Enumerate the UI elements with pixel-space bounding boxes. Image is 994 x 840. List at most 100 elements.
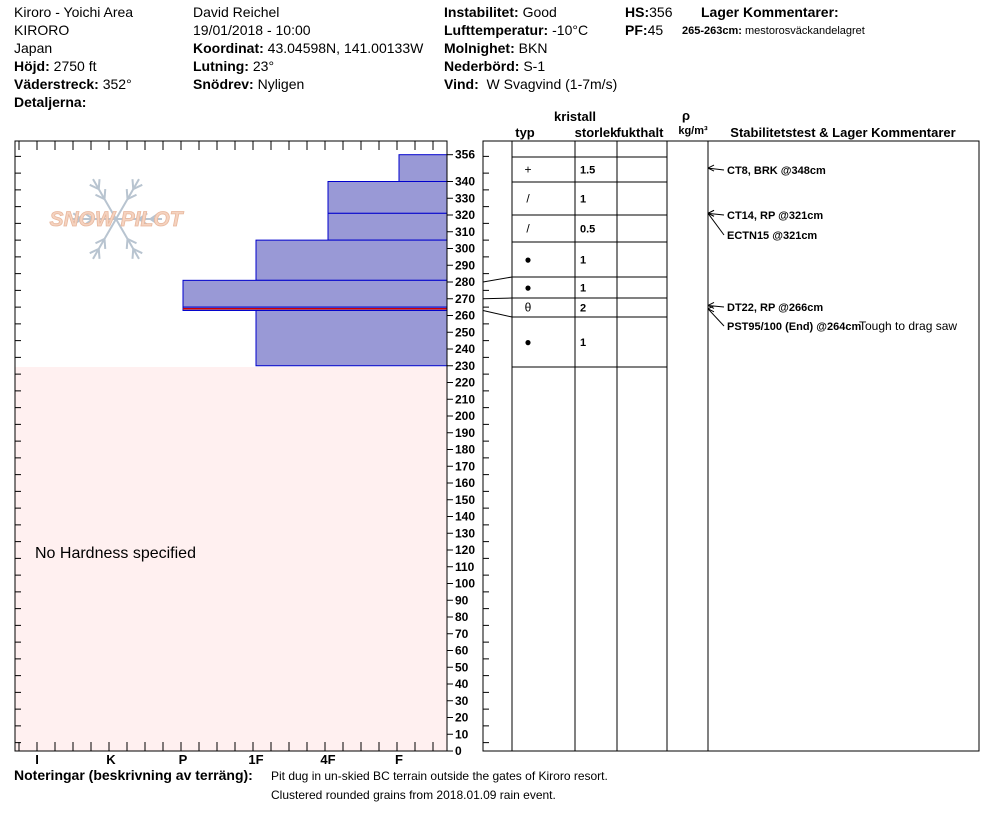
- snowflake-branch: [127, 238, 137, 245]
- snowflake-branch: [103, 189, 107, 200]
- observer: David Reichel: [193, 4, 280, 20]
- snowflake-branch: [84, 218, 94, 226]
- column-header-moisture: fukthalt: [617, 125, 665, 140]
- hardness-label-4F: 4F: [320, 752, 335, 767]
- details-label: Detaljerna:: [14, 94, 87, 110]
- precip: Nederbörd: S-1: [444, 58, 545, 74]
- watermark-text: SNOW PILOT: [50, 208, 185, 231]
- no-hardness-label: No Hardness specified: [35, 545, 196, 562]
- elevation-value: 2750 ft: [53, 58, 97, 74]
- grain-type-symbol: /: [526, 222, 530, 236]
- stability-leader: [707, 304, 725, 308]
- snowdrift-value: Nyligen: [257, 76, 305, 92]
- depth-label: 260: [455, 309, 475, 323]
- stability-leader: [707, 308, 725, 327]
- depth-label: 320: [455, 208, 475, 222]
- snowflake-branch: [103, 238, 107, 249]
- coordinates-label: Koordinat:: [193, 40, 264, 56]
- snowflake-branch: [95, 238, 105, 245]
- depth-label: 100: [455, 577, 475, 591]
- air-temp-value: -10°C: [552, 22, 589, 38]
- slope: Lutning: 23°: [193, 58, 274, 74]
- depth-label: 50: [455, 660, 469, 674]
- hardness-bar: [255, 309, 448, 367]
- depth-label: 356: [455, 148, 475, 162]
- notes-line-2: Clustered rounded grains from 2018.01.09…: [271, 788, 556, 802]
- depth-label: 90: [455, 593, 469, 607]
- stability-arrow-icon: [707, 209, 715, 217]
- location-area: Kiroro - Yoichi Area: [14, 4, 134, 20]
- instability: Instabilitet: Good: [444, 4, 557, 20]
- layer-comments-title: Lager Kommentarer:: [701, 4, 839, 20]
- aspect-value: 352°: [102, 76, 132, 92]
- country: Japan: [14, 40, 53, 56]
- depth-label: 220: [455, 376, 475, 390]
- pf-value: 45: [647, 22, 664, 38]
- depth-label: 290: [455, 258, 475, 272]
- snowflake-branch: [131, 248, 135, 259]
- depth-label: 180: [455, 443, 475, 457]
- grain-size-value: 1: [580, 255, 586, 267]
- stability-test-label: DT22, RP @266cm: [727, 302, 823, 314]
- grain-size-value: 1.5: [580, 165, 595, 177]
- notes-line-1: Pit dug in un-skied BC terrain outside t…: [271, 769, 608, 783]
- snowflake-branch: [138, 218, 148, 226]
- snowdrift: Snödrev: Nyligen: [193, 76, 304, 92]
- depth-label: 240: [455, 342, 475, 356]
- grain-size-value: 0.5: [580, 224, 595, 236]
- stability-test-label: ECTN15 @321cm: [727, 230, 817, 242]
- air-temp: Lufttemperatur: -10°C: [444, 22, 588, 38]
- stability-comment: Tough to drag saw: [859, 319, 957, 333]
- snowflake-branch: [131, 179, 135, 190]
- precip-label: Nederbörd:: [444, 58, 520, 74]
- column-header-crystal: kristall: [554, 109, 596, 124]
- hardness-bar: [182, 279, 448, 308]
- grain-type-symbol: /: [526, 192, 530, 206]
- depth-label: 200: [455, 409, 475, 423]
- snowflake-branch: [84, 212, 94, 220]
- grain-size-value: 2: [580, 303, 586, 315]
- air-temp-label: Lufttemperatur:: [444, 22, 549, 38]
- hardness-axis: I K P 1F 4F F: [15, 141, 434, 767]
- plot-border: [14, 140, 448, 752]
- snowflake-branch: [125, 189, 129, 200]
- stability-arrow-icon: [707, 305, 715, 313]
- elevation: Höjd: 2750 ft: [14, 58, 96, 74]
- depth-label: 70: [455, 627, 469, 641]
- elevation-label: Höjd:: [14, 58, 50, 74]
- hardness-label-1F: 1F: [248, 752, 263, 767]
- datetime: 19/01/2018 - 10:00: [193, 22, 311, 38]
- instability-value: Good: [522, 4, 557, 20]
- coordinates-value: 43.04598N, 141.00133W: [267, 40, 424, 56]
- pf-label: PF:: [625, 22, 648, 38]
- layer-comment: 265-263cm: mestorosväckandelagret: [682, 25, 865, 37]
- hs: HS:356: [625, 4, 672, 20]
- stability-leader: [707, 167, 725, 171]
- column-header-type: typ: [515, 125, 535, 140]
- chart-frame: [14, 140, 980, 752]
- grain-type-symbol: ●: [524, 335, 531, 349]
- depth-label: 190: [455, 426, 475, 440]
- hardness-label-F: F: [395, 752, 403, 767]
- snowflake-branch: [97, 248, 101, 259]
- depth-label: 10: [455, 727, 469, 741]
- no-hardness-area: [15, 367, 447, 751]
- depth-label: 140: [455, 510, 475, 524]
- snowflake-branch: [72, 218, 83, 226]
- snowpilot-logo: SNOW PILOT: [49, 178, 185, 260]
- column-header-density-unit: kg/m³: [678, 125, 708, 137]
- slope-value: 23°: [252, 58, 275, 74]
- hardness-bar: [327, 212, 448, 241]
- depth-label: 30: [455, 694, 469, 708]
- snowflake-branch: [72, 212, 83, 220]
- hardness-label-I: I: [35, 752, 39, 767]
- boundary-connector: [482, 276, 513, 283]
- depth-label: 130: [455, 526, 475, 540]
- snowflake-branch: [132, 183, 143, 191]
- boundary-connector: [482, 297, 513, 300]
- depth-label: 310: [455, 225, 475, 239]
- location-name: KIRORO: [14, 22, 70, 38]
- depth-label: 300: [455, 242, 475, 256]
- snowflake-icon: [70, 178, 162, 260]
